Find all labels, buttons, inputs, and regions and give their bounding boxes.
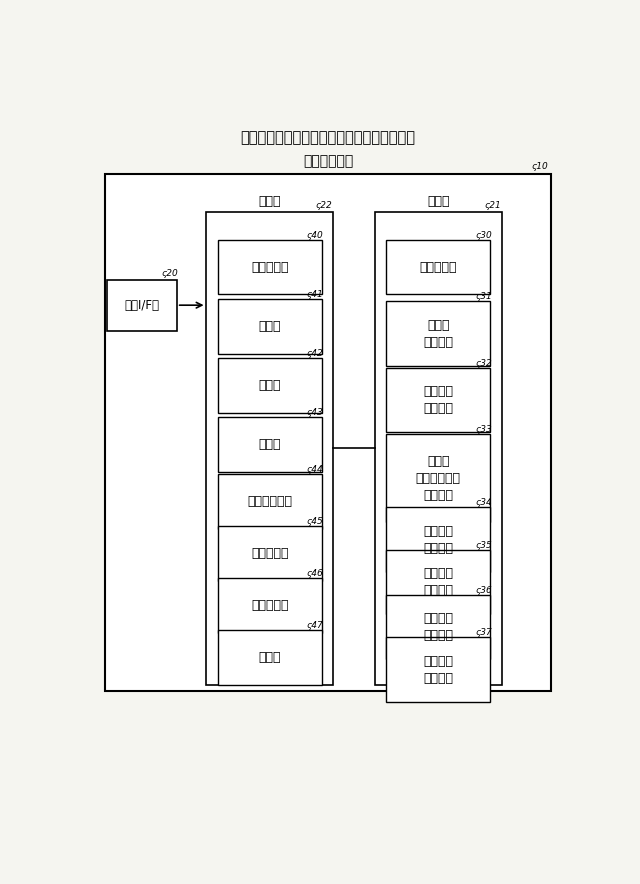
- Bar: [218, 578, 322, 633]
- Text: 格納部: 格納部: [259, 320, 281, 333]
- Bar: [387, 240, 490, 294]
- Bar: [218, 526, 322, 581]
- Text: ς36: ς36: [476, 586, 492, 595]
- Bar: [387, 368, 490, 432]
- Bar: [218, 240, 322, 294]
- Text: 評価情報
テーブル: 評価情報 テーブル: [424, 655, 453, 685]
- Text: ς20: ς20: [162, 269, 179, 278]
- Text: 作業者
プロフィール
テーブル: 作業者 プロフィール テーブル: [416, 454, 461, 502]
- Bar: [218, 474, 322, 529]
- Bar: [218, 299, 322, 354]
- Text: 顧客情報
テーブル: 顧客情報 テーブル: [424, 385, 453, 415]
- Bar: [105, 174, 551, 691]
- Text: 制御部: 制御部: [259, 194, 281, 208]
- Bar: [387, 637, 490, 702]
- Text: 更新部: 更新部: [259, 651, 281, 664]
- Text: ς45: ς45: [307, 517, 324, 526]
- Text: 作業者
テーブル: 作業者 テーブル: [424, 319, 453, 349]
- Text: ς33: ς33: [476, 425, 492, 434]
- Text: ς46: ς46: [307, 569, 324, 578]
- Bar: [375, 211, 502, 684]
- Text: ς32: ς32: [476, 359, 492, 368]
- Text: 過不足受付部: 過不足受付部: [247, 495, 292, 508]
- Text: 作業工程
テーブル: 作業工程 テーブル: [424, 612, 453, 642]
- Bar: [108, 279, 177, 331]
- Text: 評価受付部: 評価受付部: [251, 599, 289, 612]
- Text: 仕事分野
テーブル: 仕事分野 テーブル: [424, 524, 453, 554]
- Bar: [218, 630, 322, 685]
- Text: ς35: ς35: [476, 541, 492, 550]
- Text: ς41: ς41: [307, 290, 324, 299]
- Text: 通信I/F部: 通信I/F部: [125, 299, 159, 312]
- Text: 登録受付部: 登録受付部: [251, 261, 289, 274]
- Text: 採否受付部: 採否受付部: [251, 547, 289, 560]
- Text: ς34: ς34: [476, 499, 492, 507]
- Bar: [387, 301, 490, 366]
- Text: ς43: ς43: [307, 408, 324, 417]
- Text: ς30: ς30: [476, 231, 492, 240]
- Text: 作業支援装置の機能的な構成の一例を示す図: 作業支援装置の機能的な構成の一例を示す図: [241, 130, 415, 145]
- Bar: [387, 595, 490, 659]
- Text: 業務情報
テーブル: 業務情報 テーブル: [424, 568, 453, 598]
- Text: ς10: ς10: [531, 163, 548, 171]
- Text: 作業支援装置: 作業支援装置: [303, 155, 353, 169]
- Bar: [387, 550, 490, 614]
- Text: ς44: ς44: [307, 465, 324, 474]
- Text: 記憶部: 記憶部: [427, 194, 450, 208]
- Text: ς42: ς42: [307, 349, 324, 358]
- Bar: [218, 417, 322, 472]
- Text: ς37: ς37: [476, 629, 492, 637]
- Bar: [218, 358, 322, 413]
- Bar: [387, 434, 490, 522]
- Bar: [207, 211, 333, 684]
- Text: ς47: ς47: [307, 621, 324, 630]
- Text: ς21: ς21: [484, 201, 501, 210]
- Text: 提供部: 提供部: [259, 438, 281, 451]
- Text: ς31: ς31: [476, 293, 492, 301]
- Text: 付与部: 付与部: [259, 379, 281, 392]
- Text: ς40: ς40: [307, 231, 324, 240]
- Text: 依頼データ: 依頼データ: [420, 261, 457, 274]
- Text: ς22: ς22: [316, 201, 332, 210]
- Bar: [387, 507, 490, 572]
